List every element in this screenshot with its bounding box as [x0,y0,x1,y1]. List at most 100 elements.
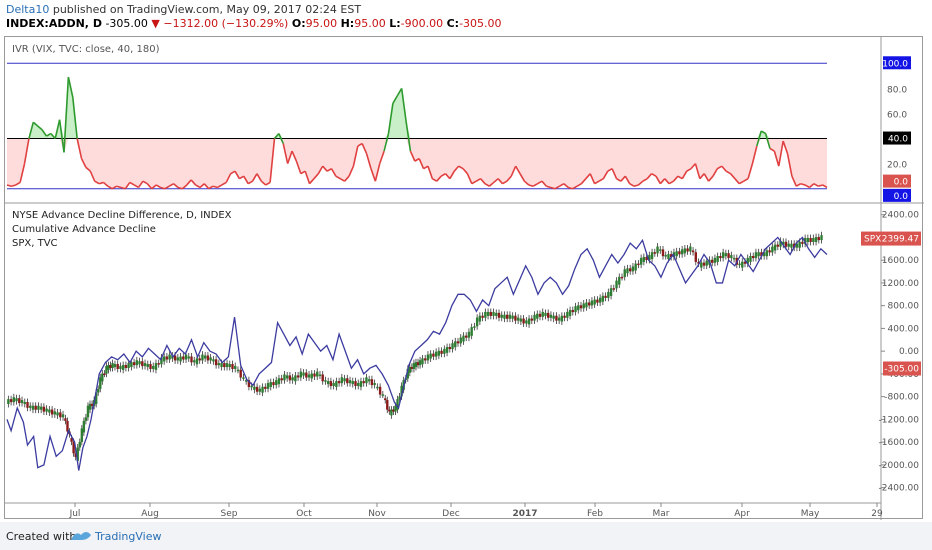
ivr-segment [313,173,319,180]
candle-body [538,313,542,317]
candle-body [135,360,139,366]
candle-body [187,356,190,359]
candle-body [179,356,182,362]
ivr-segment [589,173,596,185]
candle-body [9,399,13,403]
candle-body [152,365,155,369]
candle-body [814,237,818,242]
candle-body [18,398,21,404]
candle-body [343,378,346,382]
ivr-segment [63,77,70,153]
candle-body [691,250,695,253]
ivr-segment [400,88,407,122]
candle-body [533,314,536,321]
candle-body [280,378,283,381]
candle-body [386,400,389,410]
candle-body [20,400,24,404]
candle-body [119,365,122,369]
candle-body [61,414,65,418]
ivr-segment [304,170,311,184]
candle-body [203,355,207,359]
time-axis[interactable]: Jul Aug Sep Oct Nov Dec 2017 Feb Mar Apr May 29 [69,503,883,519]
ivr-segment [168,183,175,187]
ivr-segment [786,153,793,177]
ivr-segment [734,178,740,185]
ivr-segment [54,119,61,139]
ivr-segment [546,185,551,189]
candle-body [201,354,204,361]
ivr-segment [348,165,355,177]
ivr-segment [414,157,420,162]
ivr-segment [550,186,556,190]
candle-body [318,374,322,376]
created-with-text: Created with [6,530,77,543]
candle-body [209,357,212,361]
candle-body [48,409,51,413]
candle-body [76,447,79,461]
ivr-segment [370,168,377,182]
candle-body [713,257,717,263]
candle-body [541,311,544,317]
ivr-segment [260,180,267,186]
candle-body [66,420,69,432]
ivr-title: IVR (VIX, TVC: close, 40, 180) [12,44,160,55]
ivr-segment [278,133,284,144]
chart-svg[interactable]: IVR (VIX, TVC: close, 40, 180) 80.0 60.0 2… [5,37,924,520]
ivr-segment [409,150,416,162]
ivr-segment [655,175,662,185]
candle-body [313,373,316,377]
candle-body [806,238,810,242]
ivr-segment [173,183,179,189]
candle-body [566,311,569,318]
candle-body [198,358,201,361]
candle-body [746,257,749,264]
candle-body [193,360,196,363]
high-label: H: [340,17,355,30]
candle-body [242,377,245,379]
candle-body [255,386,259,392]
main-tick-label: -2000.00 [879,461,920,471]
candle-body [481,315,484,318]
ivr-segment [620,175,626,182]
ivr-segment [160,186,166,190]
ivr-segment [32,121,39,127]
time-tick-label: 2017 [512,509,537,519]
candle-body [103,373,106,376]
candle-body [563,315,566,318]
tradingview-logo-icon[interactable] [70,529,92,541]
tradingview-brand-link[interactable]: TradingView [95,530,162,543]
ivr-segment [361,143,368,154]
candle-body [782,241,785,245]
candle-body [340,377,344,384]
candle-body [348,380,352,384]
ivr-segment [387,103,394,134]
ivr-segment [102,181,109,187]
ivr-segment [475,177,481,182]
candle-body [418,360,422,366]
ivr-segment [317,165,324,175]
candle-body [294,375,297,382]
candle-body [601,295,605,302]
candle-body [462,335,465,342]
candle-body [157,363,160,365]
ivr-segment [708,175,714,182]
candle-body [261,386,264,393]
candle-body [724,253,728,257]
candle-body [579,305,583,309]
candle-body [184,354,188,360]
ivr-segment [668,180,674,185]
candle-body [776,244,779,247]
ivr-segment [559,183,565,187]
ivr-segment [633,184,639,187]
time-tick-label: Mar [653,509,670,519]
author-name[interactable]: Delta10 [6,3,50,16]
candle-body [812,238,815,242]
main-tick-label: 2400.00 [882,211,919,221]
candle-body [495,312,498,316]
ivr-segment [41,129,48,137]
chart-frame[interactable]: IVR (VIX, TVC: close, 40, 180) 80.0 60.0 2… [4,36,924,520]
ivr-price-axis[interactable]: 80.0 60.0 20.0 100.0 40.0 0.0 0.0 [882,56,911,202]
candle-body [217,363,221,366]
main-price-axis[interactable]: 2400.002000.001600.001200.00800.00400.00… [861,211,921,494]
time-tick-label: Jul [69,509,81,519]
